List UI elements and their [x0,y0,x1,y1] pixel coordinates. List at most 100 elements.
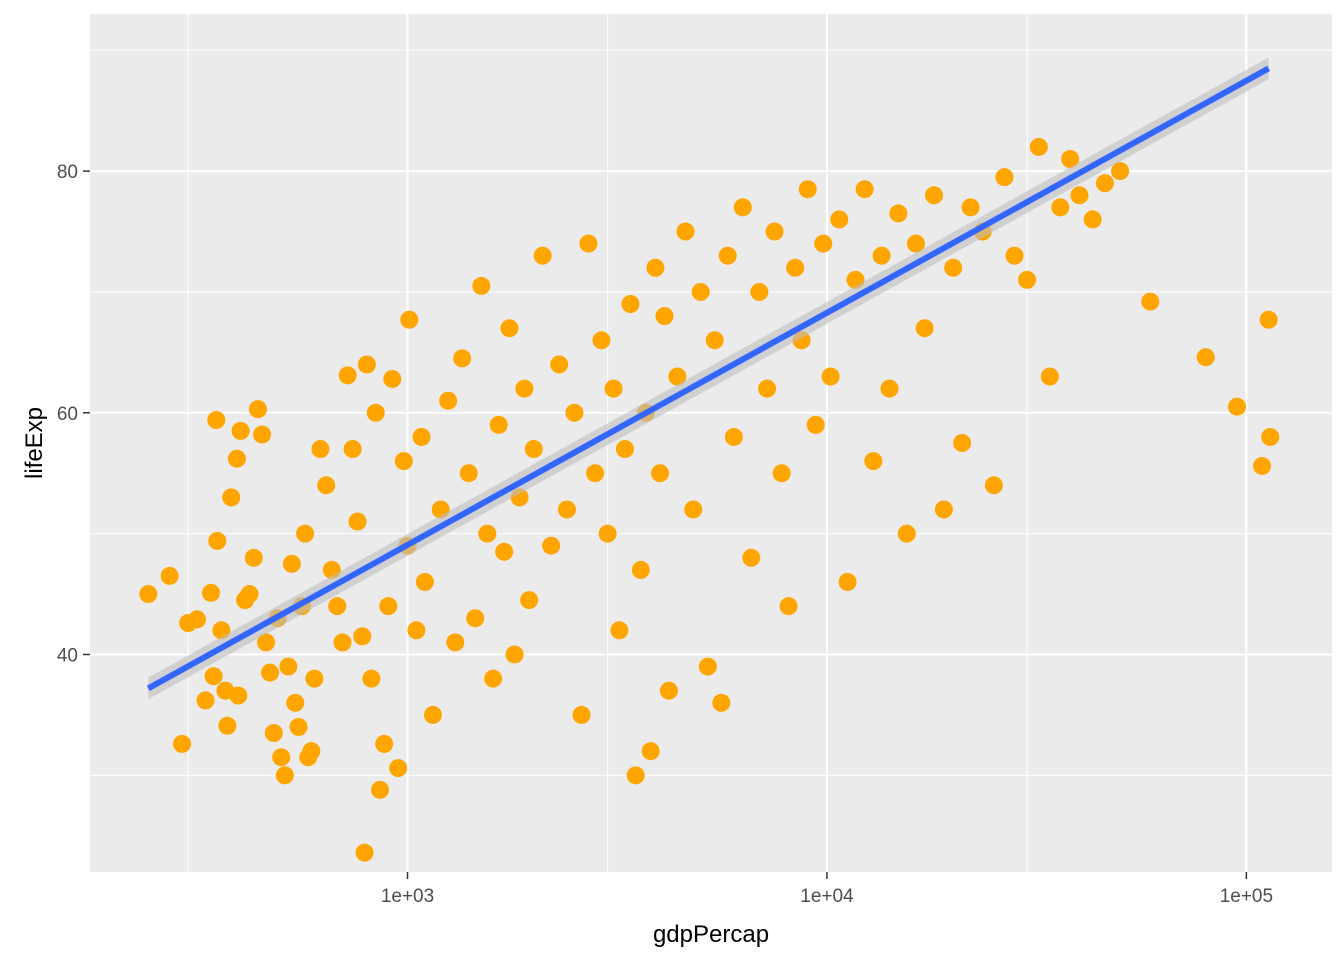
data-point [830,210,849,229]
data-point [208,531,227,550]
data-point [961,198,980,217]
data-point [289,717,308,736]
data-point [550,355,569,374]
data-point [604,379,623,398]
data-point [355,843,374,862]
data-point [631,560,650,579]
data-point [231,421,250,440]
data-point [915,319,934,338]
major-gridlines [90,14,1332,872]
data-point [489,415,508,434]
data-point [453,349,472,368]
data-point [412,427,431,446]
data-point [383,369,402,388]
data-point [598,524,617,543]
data-point [353,627,372,646]
data-point [286,693,305,712]
data-point [592,331,611,350]
data-point [173,734,192,753]
data-point [944,258,963,277]
data-point [565,403,584,422]
data-point [229,686,248,705]
data-point [718,246,737,265]
data-point [227,449,246,468]
data-point [542,536,561,555]
data-point [459,464,478,483]
data-point [333,633,352,652]
data-point [1196,348,1215,367]
data-point [275,766,294,785]
data-point [676,222,695,241]
data-point [196,691,215,710]
regression-line-group [146,57,1271,700]
data-point [201,583,220,602]
data-point [500,319,519,338]
data-point [906,234,925,253]
data-point [712,693,731,712]
data-point [272,748,291,767]
y-tick-label: 80 [57,162,78,183]
data-point [659,681,678,700]
data-point [394,452,413,471]
data-point [188,610,207,629]
data-point [1095,174,1114,193]
data-point [1141,292,1160,311]
data-point [257,633,276,652]
data-point [786,258,805,277]
data-point [953,434,972,452]
data-point [524,440,543,459]
data-point [934,500,953,519]
data-point [1070,186,1089,205]
data-point [311,440,330,459]
data-point [244,548,263,567]
data-point [655,307,674,326]
data-point [872,246,891,265]
data-point [302,742,321,761]
data-point [880,379,899,398]
data-point [621,295,640,314]
data-point [742,548,761,567]
data-point [668,367,687,386]
data-points [139,137,1280,862]
data-point [579,234,598,253]
data-point [1040,367,1059,386]
x-tick-label: 1e+05 [1220,886,1273,907]
data-point [925,186,944,205]
data-point [821,367,840,386]
data-point [691,282,710,301]
data-point [984,476,1003,495]
data-point [282,554,301,573]
data-point [772,464,791,483]
data-point [415,572,434,591]
x-tick-label: 1e+04 [800,886,854,907]
regression-line [146,65,1271,691]
data-point [366,403,385,422]
data-point [705,331,724,350]
data-point [646,258,665,277]
data-point [1018,270,1037,289]
data-point [1061,150,1080,169]
data-point [348,512,367,531]
data-point [615,440,634,459]
data-point [1261,427,1280,446]
data-point [515,379,534,398]
data-point [218,716,237,735]
data-point [798,180,817,199]
data-point [253,425,272,444]
data-point [995,168,1014,187]
data-point [855,180,874,199]
data-point [407,621,426,640]
data-point [806,415,825,434]
data-point [586,464,605,483]
data-point [305,669,324,688]
data-point [641,742,660,761]
data-point [160,566,179,585]
data-point [684,500,703,519]
data-point [439,391,458,410]
y-tick-label: 40 [57,645,78,666]
y-axis-title: lifeExp [21,407,48,479]
data-point [328,597,347,616]
data-point [495,542,514,561]
data-point [758,379,777,398]
